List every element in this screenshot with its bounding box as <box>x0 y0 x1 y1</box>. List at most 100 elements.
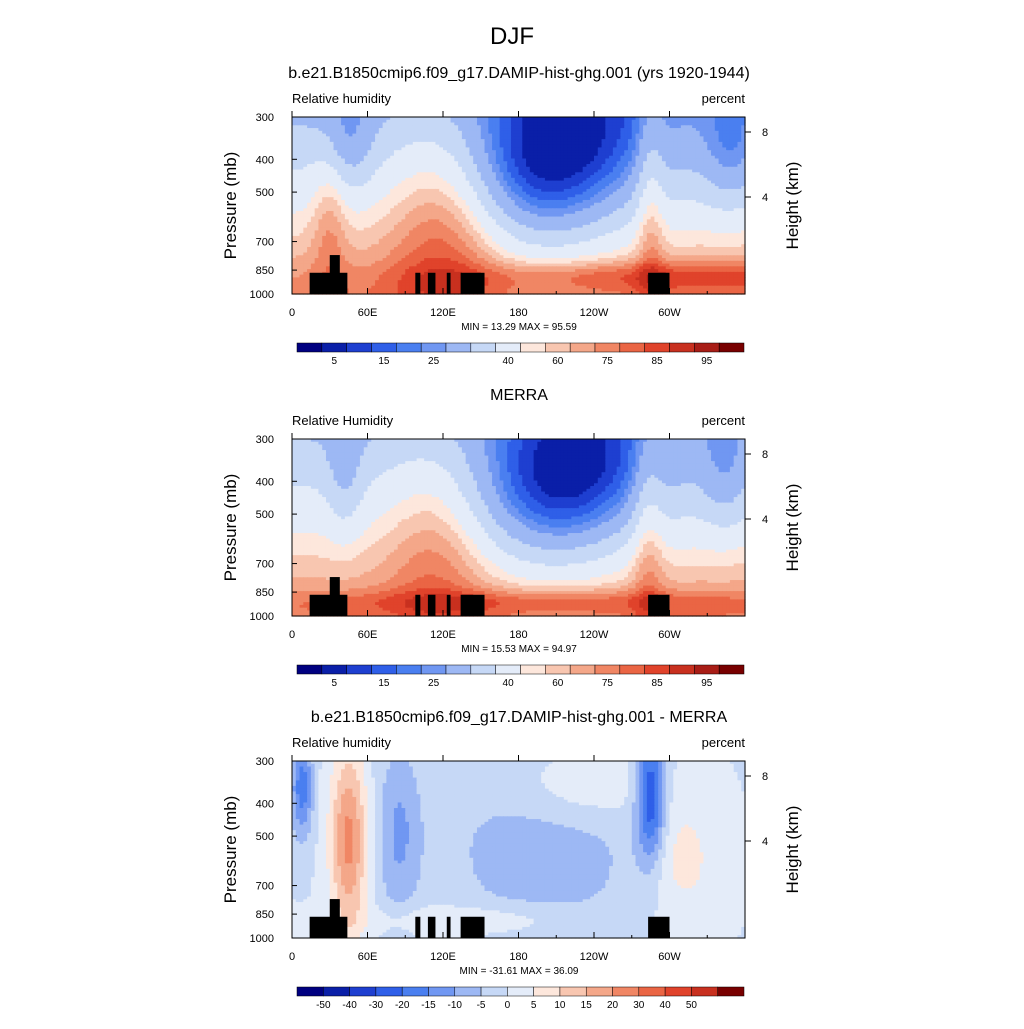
contour-cell <box>292 141 297 146</box>
contour-cell <box>325 117 331 121</box>
contour-cell <box>703 122 708 126</box>
contour-cell <box>461 141 467 146</box>
contour-cell <box>563 141 569 146</box>
contour-cell <box>609 164 614 168</box>
contour-cell <box>454 152 459 157</box>
contour-cell <box>412 152 418 157</box>
contour-cell <box>393 158 399 162</box>
contour-cell <box>322 130 327 135</box>
contour-cell <box>692 147 697 151</box>
contour-cell <box>718 161 723 165</box>
contour-cell <box>714 139 720 143</box>
contour-cell <box>529 139 535 143</box>
contour-cell <box>741 161 746 165</box>
contour-cell <box>529 150 535 154</box>
contour-cell <box>427 141 433 146</box>
contour-cell <box>624 161 629 165</box>
contour-cell <box>458 158 463 162</box>
contour-cell <box>484 122 489 126</box>
contour-cell <box>322 158 327 162</box>
contour-cell <box>582 150 588 154</box>
contour-cell <box>601 130 606 135</box>
contour-cell <box>695 133 701 137</box>
contour-cell <box>454 158 459 162</box>
contour-cell <box>341 164 346 168</box>
contour-cell <box>495 125 501 129</box>
contour-cell <box>431 139 437 143</box>
contour-cell <box>356 136 361 140</box>
contour-cell <box>318 166 323 171</box>
contour-cell <box>612 141 618 146</box>
contour-cell <box>469 119 474 124</box>
contour-cell <box>405 136 410 140</box>
contour-cell <box>699 139 705 143</box>
contour-cell <box>654 136 659 140</box>
contour-cell <box>586 139 591 143</box>
contour-cell <box>375 125 380 129</box>
contour-cell <box>303 155 308 160</box>
contour-cell <box>488 147 493 151</box>
contour-cell <box>325 152 331 157</box>
contour-cell <box>639 139 644 143</box>
contour-cell <box>397 147 403 151</box>
contour-cell <box>401 128 406 132</box>
contour-cell <box>393 147 399 151</box>
contour-cell <box>363 141 369 146</box>
contour-cell <box>473 155 478 160</box>
contour-cell <box>741 122 746 126</box>
contour-cell <box>605 130 610 135</box>
contour-cell <box>325 158 331 162</box>
contour-cell <box>337 139 342 143</box>
contour-cell <box>684 144 689 149</box>
contour-cell <box>427 133 433 137</box>
contour-cell <box>371 158 376 162</box>
contour-cell <box>616 155 622 160</box>
contour-cell <box>514 139 520 143</box>
contour-cell <box>643 139 648 143</box>
contour-cell <box>375 164 380 168</box>
contour-cell <box>492 117 497 121</box>
contour-cell <box>643 147 648 151</box>
contour-cell <box>473 150 478 154</box>
contour-cell <box>684 119 689 124</box>
contour-cell <box>473 125 478 129</box>
panel-title: b.e21.B1850cmip6.f09_g17.DAMIP-hist-ghg.… <box>288 65 750 82</box>
contour-cell <box>643 119 648 124</box>
contour-cell <box>741 128 746 132</box>
contour-cell <box>586 136 591 140</box>
contour-cell <box>356 144 361 149</box>
contour-cell <box>476 158 482 162</box>
contour-cell <box>341 122 346 126</box>
contour-cell <box>714 152 720 157</box>
contour-cell <box>322 117 327 121</box>
contour-cell <box>359 155 365 160</box>
contour-cell <box>733 133 739 137</box>
contour-cell <box>669 147 674 151</box>
contour-cell <box>424 136 429 140</box>
contour-cell <box>397 122 403 126</box>
contour-cell <box>503 141 508 146</box>
contour-cell <box>726 122 731 126</box>
contour-cell <box>484 144 489 149</box>
contour-cell <box>371 139 376 143</box>
contour-cell <box>624 133 629 137</box>
contour-cell <box>711 117 716 121</box>
contour-cell <box>544 119 550 124</box>
contour-cell <box>612 119 618 124</box>
contour-cell <box>344 161 350 165</box>
contour-cell <box>492 122 497 126</box>
contour-cell <box>711 130 716 135</box>
contour-cell <box>722 117 727 121</box>
contour-cell <box>533 150 538 154</box>
contour-cell <box>307 130 312 135</box>
contour-cell <box>322 122 327 126</box>
contour-cell <box>397 158 403 162</box>
contour-cell <box>718 130 723 135</box>
contour-cell <box>458 136 463 140</box>
contour-cell <box>303 161 308 165</box>
contour-cell <box>352 152 357 157</box>
contour-cell <box>363 155 369 160</box>
contour-cell <box>499 136 505 140</box>
contour-cell <box>348 161 354 165</box>
contour-cell <box>325 139 331 143</box>
